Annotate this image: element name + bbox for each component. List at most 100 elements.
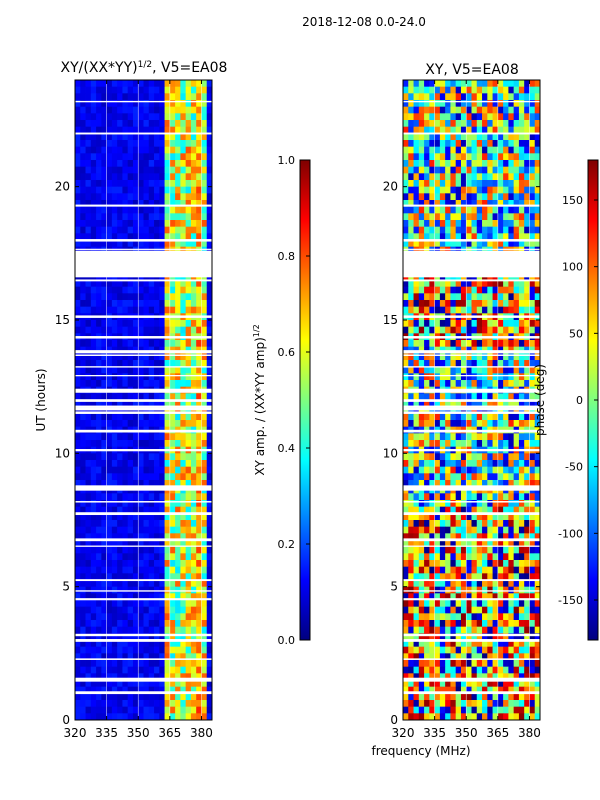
heatmap-cell [111, 140, 118, 148]
heatmap-cell [127, 433, 134, 441]
heatmap-cell [101, 540, 108, 548]
heatmap-cell [96, 686, 102, 694]
heatmap-cell [201, 200, 208, 208]
heatmap-cell [117, 546, 123, 554]
heatmap-cell [143, 506, 150, 514]
heatmap-cell [90, 360, 97, 368]
heatmap-cell [413, 513, 420, 521]
heatmap-cell [476, 600, 483, 608]
heatmap-cell [508, 566, 515, 574]
heatmap-cell [466, 113, 472, 121]
heatmap-cell [90, 420, 97, 428]
flagged-row [75, 691, 212, 695]
heatmap-cell [492, 533, 499, 541]
heatmap-cell [466, 186, 472, 194]
heatmap-cell [122, 593, 129, 601]
heatmap-cell [508, 293, 515, 301]
heatmap-cell [487, 680, 493, 688]
heatmap-cell [529, 340, 536, 348]
heatmap-cell [169, 573, 176, 581]
heatmap-cell [487, 353, 493, 361]
heatmap-cell [106, 533, 113, 541]
heatmap-cell [529, 546, 536, 554]
heatmap-cell [154, 653, 160, 661]
heatmap-cell [508, 560, 515, 568]
heatmap-cell [403, 100, 409, 108]
heatmap-cell [154, 153, 160, 161]
heatmap-cell [164, 173, 171, 181]
heatmap-cell [418, 666, 425, 674]
heatmap-cell [529, 220, 536, 228]
heatmap-cell [196, 560, 202, 568]
heatmap-cell [148, 646, 155, 654]
heatmap-cell [418, 353, 425, 361]
heatmap-cell [106, 660, 113, 668]
heatmap-cell [106, 360, 113, 368]
heatmap-cell [508, 646, 515, 654]
heatmap-cell [455, 473, 462, 481]
heatmap-cell [450, 653, 457, 661]
heatmap-cell [75, 646, 81, 654]
heatmap-cell [460, 340, 467, 348]
heatmap-cell [445, 460, 451, 468]
heatmap-cell [408, 353, 414, 361]
heatmap-cell [450, 286, 457, 294]
heatmap-cell [413, 300, 420, 308]
heatmap-cell [154, 666, 160, 674]
heatmap-cell [429, 393, 436, 401]
heatmap-cell [408, 86, 414, 94]
heatmap-cell [424, 146, 430, 154]
heatmap-cell [75, 700, 81, 708]
heatmap-cell [138, 113, 144, 121]
heatmap-cell [127, 366, 134, 374]
heatmap-cell [439, 520, 446, 528]
heatmap-cell [482, 353, 488, 361]
heatmap-cell [455, 566, 462, 574]
heatmap-cell [148, 660, 155, 668]
heatmap-cell [154, 680, 160, 688]
heatmap-cell [138, 220, 144, 228]
heatmap-cell [403, 513, 409, 521]
heatmap-cell [148, 200, 155, 208]
heatmap-cell [85, 713, 92, 721]
heatmap-cell [90, 80, 97, 88]
heatmap-cell [111, 626, 118, 634]
heatmap-cell [175, 620, 181, 628]
heatmap-cell [159, 166, 165, 174]
heatmap-cell [455, 93, 462, 101]
heatmap-cell [497, 180, 504, 188]
heatmap-cell [403, 113, 409, 121]
heatmap-cell [164, 373, 171, 381]
heatmap-cell [476, 400, 483, 408]
heatmap-cell [132, 373, 139, 381]
heatmap-cell [201, 513, 208, 521]
heatmap-cell [524, 660, 530, 668]
heatmap-cell [534, 520, 541, 528]
heatmap-cell [80, 340, 86, 348]
heatmap-cell [429, 193, 436, 201]
heatmap-cell [424, 353, 430, 361]
heatmap-cell [106, 140, 113, 148]
heatmap-cell [455, 400, 462, 408]
heatmap-cell [487, 473, 493, 481]
heatmap-cell [408, 600, 414, 608]
heatmap-cell [75, 666, 81, 674]
heatmap-cell [96, 653, 102, 661]
heatmap-cell [180, 233, 187, 241]
heatmap-cell [80, 666, 86, 674]
heatmap-cell [201, 626, 208, 634]
heatmap-cell [75, 520, 81, 528]
heatmap-cell [513, 480, 520, 488]
heatmap-cell [424, 220, 430, 228]
flagged-row [75, 677, 212, 681]
heatmap-cell [471, 126, 478, 134]
heatmap-cell [132, 580, 139, 588]
heatmap-cell [503, 606, 509, 614]
heatmap-cell [196, 573, 202, 581]
heatmap-cell [450, 413, 457, 421]
heatmap-cell [524, 440, 530, 448]
heatmap-cell [455, 606, 462, 614]
heatmap-cell [159, 286, 165, 294]
heatmap-cell [159, 493, 165, 501]
heatmap-cell [482, 306, 488, 314]
